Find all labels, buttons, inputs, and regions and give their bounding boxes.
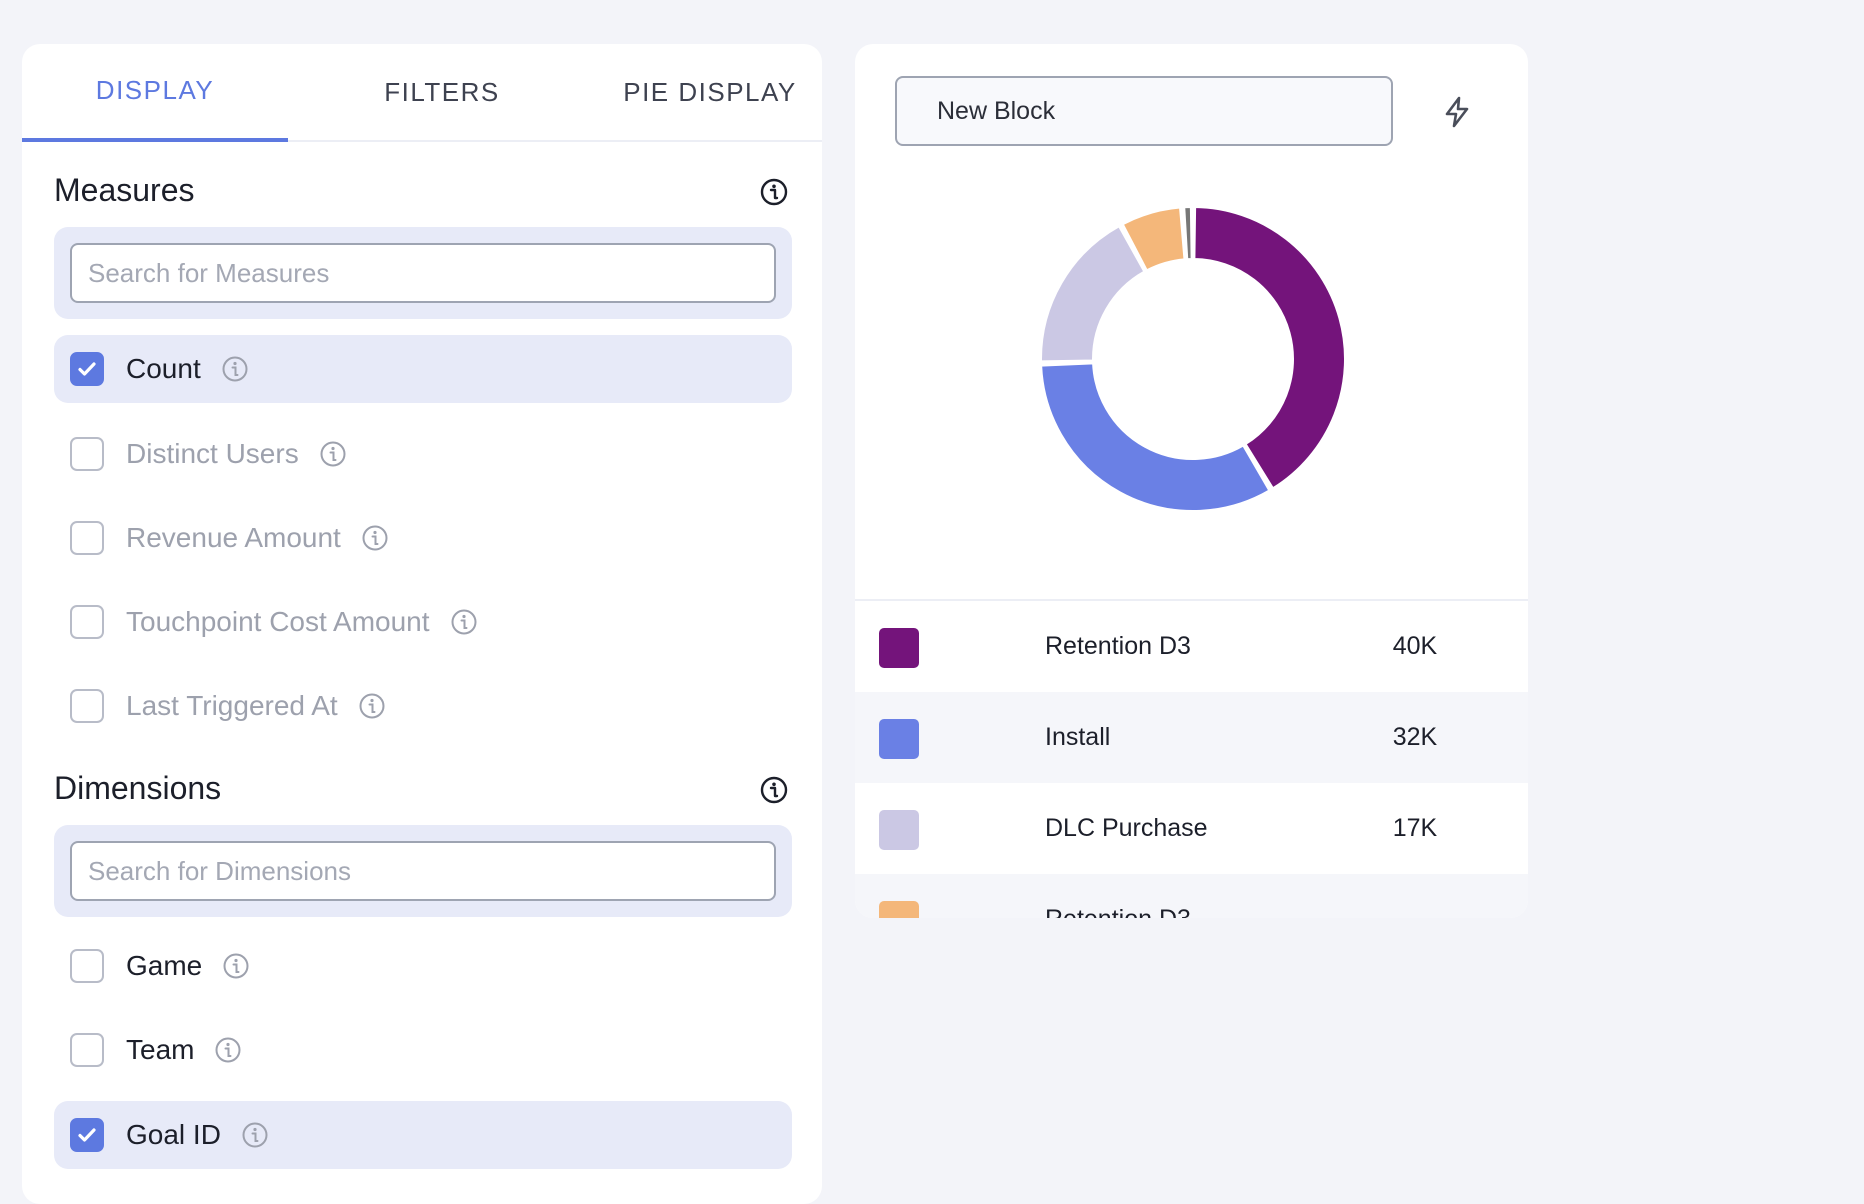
dimensions-info-icon[interactable] — [760, 776, 788, 804]
measure-checkbox-revenue-amount[interactable] — [70, 521, 104, 555]
info-icon[interactable] — [241, 1121, 269, 1149]
measure-row-last-triggered-at[interactable]: Last Triggered At — [54, 672, 792, 740]
info-icon[interactable] — [358, 692, 386, 720]
measures-search-input[interactable] — [70, 243, 776, 303]
tab-pie-display[interactable]: PIE DISPLAY — [623, 77, 797, 107]
measure-row-touchpoint-cost-amount[interactable]: Touchpoint Cost Amount — [54, 588, 792, 656]
donut-slice-1[interactable] — [1040, 362, 1271, 512]
measure-checkbox-last-triggered-at[interactable] — [70, 689, 104, 723]
chart-preview-panel: Retention D3 40K Install 32K DLC Purchas… — [855, 44, 1528, 918]
measure-label: Count — [126, 353, 201, 384]
legend-row: DLC Purchase 17K — [855, 783, 1528, 874]
dimension-label: Game — [126, 950, 203, 981]
measure-label: Touchpoint Cost Amount — [126, 606, 430, 637]
checkmark-icon — [78, 1128, 96, 1142]
dimension-label: Goal ID — [126, 1119, 221, 1150]
legend-swatch — [879, 901, 919, 918]
legend-swatch — [879, 719, 919, 759]
tab-filters[interactable]: FILTERS — [384, 77, 500, 107]
measure-label: Revenue Amount — [126, 522, 341, 553]
dimensions-title: Dimensions — [54, 770, 222, 806]
legend-row: Install 32K — [855, 692, 1528, 783]
info-icon[interactable] — [361, 524, 389, 552]
tab-display[interactable]: DISPLAY — [95, 75, 215, 105]
measure-checkbox-distinct-users[interactable] — [70, 437, 104, 471]
measure-checkbox-count[interactable] — [70, 352, 104, 386]
legend-label: Install — [1045, 723, 1111, 751]
tab-bar: DISPLAY FILTERS PIE DISPLAY — [22, 44, 822, 142]
query-config-panel: DISPLAY FILTERS PIE DISPLAY Measures Cou… — [22, 44, 822, 1204]
info-icon[interactable] — [222, 952, 250, 980]
legend-value: 32K — [1392, 723, 1438, 751]
dimension-row-goal-id[interactable]: Goal ID — [54, 1101, 792, 1169]
dimensions-search-input[interactable] — [70, 841, 776, 901]
measure-row-distinct-users[interactable]: Distinct Users — [54, 420, 792, 488]
checkmark-icon — [78, 362, 96, 376]
donut-chart — [1040, 206, 1346, 512]
legend-row: Retention D3 40K — [855, 601, 1528, 692]
legend-divider — [855, 599, 1528, 601]
legend-value: 40K — [1392, 632, 1438, 660]
donut-slice-0[interactable] — [1193, 206, 1346, 490]
donut-slice-4[interactable] — [1183, 206, 1193, 261]
legend-label: Retention D3 — [1045, 632, 1191, 660]
measure-row-count[interactable]: Count — [54, 335, 792, 403]
donut-slice-3[interactable] — [1121, 206, 1186, 272]
block-name-input[interactable] — [895, 76, 1393, 146]
dimension-label: Team — [126, 1034, 195, 1065]
measures-title: Measures — [54, 172, 195, 208]
active-tab-indicator — [22, 138, 288, 142]
info-icon[interactable] — [214, 1036, 242, 1064]
donut-slice-2[interactable] — [1040, 225, 1146, 363]
dimensions-search-container — [54, 825, 792, 917]
measures-search-container — [54, 227, 792, 319]
dimension-checkbox-team[interactable] — [70, 1033, 104, 1067]
info-icon[interactable] — [221, 355, 249, 383]
info-icon[interactable] — [450, 608, 478, 636]
legend-row: Retention D3 — [855, 874, 1528, 918]
legend-swatch — [879, 810, 919, 850]
lightning-icon[interactable] — [1439, 94, 1475, 130]
measure-checkbox-touchpoint-cost-amount[interactable] — [70, 605, 104, 639]
measures-info-icon[interactable] — [760, 178, 788, 206]
measure-row-revenue-amount[interactable]: Revenue Amount — [54, 504, 792, 572]
legend-label: Retention D3 — [1045, 874, 1191, 918]
measure-label: Last Triggered At — [126, 690, 338, 721]
info-icon[interactable] — [319, 440, 347, 468]
dimension-row-game[interactable]: Game — [54, 932, 792, 1000]
legend-label: DLC Purchase — [1045, 814, 1208, 842]
legend-swatch — [879, 628, 919, 668]
legend-value: 17K — [1392, 814, 1438, 842]
dimension-checkbox-goal-id[interactable] — [70, 1118, 104, 1152]
measure-label: Distinct Users — [126, 438, 299, 469]
dimension-row-team[interactable]: Team — [54, 1016, 792, 1084]
dimension-checkbox-game[interactable] — [70, 949, 104, 983]
